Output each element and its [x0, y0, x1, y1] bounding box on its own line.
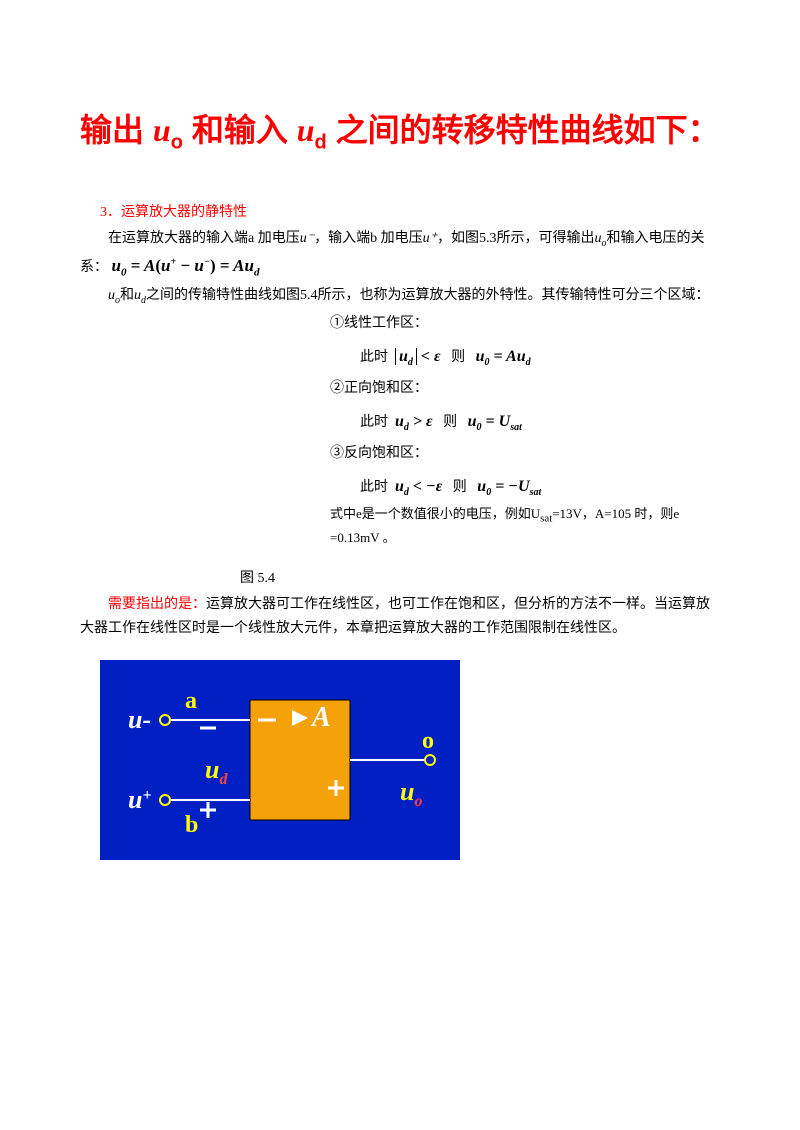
title-sym2: u — [297, 112, 315, 148]
opamp-diagram: u- u+ a b ud A o uo — [100, 660, 720, 865]
p2b: 之间的传输特性曲线如图5.4所示，也称为运算放大器的外特性。其传输特性可分三个区… — [146, 288, 710, 303]
regions-block: ①线性工作区： 此时 ud < ε 则 u0 = Aud ②正向饱和区： 此时 … — [330, 311, 720, 504]
region3-label: ③反向饱和区： — [330, 441, 720, 468]
paragraph-1: 在运算放大器的输入端a 加电压u⁻，输入端b 加电压u⁺，如图5.3所示，可得输… — [80, 227, 720, 282]
p1b: ，输入端b 加电压 — [314, 231, 423, 246]
label-a: a — [185, 688, 197, 714]
r1-prefix: 此时 — [360, 350, 388, 365]
r2-prefix: 此时 — [360, 415, 388, 430]
p3-highlight: 需要指出的是： — [108, 597, 206, 612]
title-post: 之间的转移特性曲线如下： — [327, 112, 720, 148]
region2-cond: 此时 ud > ε 则 u0 = Usat — [360, 407, 522, 437]
region1-cond: 此时 ud < ε 则 u0 = Aud — [360, 342, 531, 372]
terminal-b — [160, 795, 170, 805]
label-uminus: u- — [128, 705, 151, 734]
title-mid1: 和输入 — [183, 112, 297, 148]
r3-then: 则 — [453, 480, 467, 495]
title-sub1: o — [171, 131, 183, 153]
r2-then: 则 — [443, 415, 457, 430]
label-o: o — [422, 728, 434, 754]
page-title: 输出 uo 和输入 ud 之间的转移特性曲线如下： — [80, 100, 720, 161]
r3-prefix: 此时 — [360, 480, 388, 495]
p1a: 在运算放大器的输入端a 加电压 — [108, 231, 300, 246]
figure-caption: 图 5.4 — [240, 567, 720, 587]
region2-label: ②正向饱和区： — [330, 376, 720, 403]
title-pre: 输出 — [80, 112, 153, 148]
p2a: 和 — [120, 288, 134, 303]
title-sub2: d — [315, 131, 327, 153]
label-A: A — [310, 702, 331, 733]
label-b: b — [185, 812, 198, 838]
paragraph-2: uo和ud之间的传输特性曲线如图5.4所示，也称为运算放大器的外特性。其传输特性… — [80, 284, 720, 309]
note-a: 式中e是一个数值很小的电压，例如 — [330, 506, 531, 521]
terminal-a — [160, 715, 170, 725]
equation-main: u0 = A(u+ − u−) = Aud — [112, 256, 260, 275]
footnote: 式中e是一个数值很小的电压，例如Usat=13V，A=105 时，则e =0.1… — [330, 504, 720, 549]
section-heading: 3．运算放大器的静特性 — [100, 201, 720, 221]
r1-then: 则 — [451, 350, 465, 365]
terminal-o — [425, 755, 435, 765]
region3-cond: 此时 ud < −ε 则 u0 = −Usat — [360, 472, 541, 502]
title-sym1: u — [153, 112, 171, 148]
paragraph-3: 需要指出的是：运算放大器可工作在线性区，也可工作在饱和区，但分析的方法不一样。当… — [80, 593, 720, 641]
p1c: ，如图5.3所示，可得输出 — [437, 231, 595, 246]
region1-label: ①线性工作区： — [330, 311, 720, 338]
